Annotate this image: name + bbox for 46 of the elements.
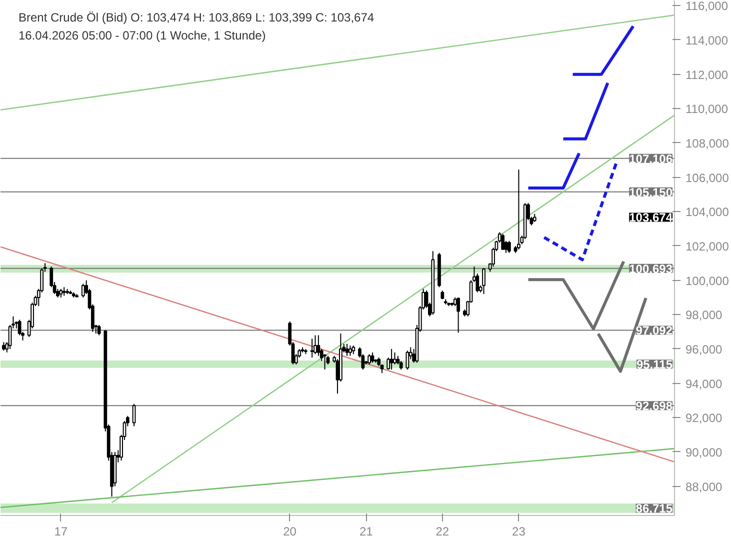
- band-label: 86,715: [636, 502, 673, 516]
- y-tick-label: 104,000: [686, 205, 730, 220]
- candlestick: [314, 334, 317, 355]
- x-tick-label: 21: [359, 524, 374, 538]
- y-tick-label: 90,000: [686, 445, 723, 460]
- y-tick-label: 106,000: [686, 170, 730, 185]
- candlestick: [345, 343, 349, 356]
- text: Brent Crude Öl (Bid) O: 103,474 H: 103,869 L: 103,399 C: 103,674: [18, 10, 374, 24]
- y-tick-label: 98,000: [686, 308, 723, 322]
- text: 16.04.2026 05:00 - 07:00 (1 Woche, 1 Stunde): [18, 28, 266, 42]
- y-tick-label: 100,000: [686, 274, 730, 288]
- x-tick-label: 20: [283, 524, 297, 538]
- ref-line-label: 105,150: [629, 185, 673, 200]
- y-tick-label: 110,000: [686, 102, 728, 116]
- candlestick: [323, 354, 326, 370]
- candlestick: [456, 296, 460, 334]
- band-label: 95,115: [636, 358, 673, 372]
- ref-line-label: 100,693: [629, 262, 673, 276]
- candlestick: [132, 403, 136, 427]
- x-tick-label: 17: [54, 524, 68, 538]
- candlestick: [368, 354, 371, 365]
- candlestick: [501, 233, 505, 250]
- candlestick: [406, 350, 410, 370]
- annotation: 103,674: [629, 210, 673, 225]
- ref-line-label: 92,698: [636, 399, 673, 414]
- y-tick-label: 116,000: [686, 0, 728, 14]
- candlestick: [517, 169, 520, 250]
- ref-line-label: 97,092: [636, 324, 673, 338]
- x-tick-label: 22: [436, 524, 450, 538]
- y-tick-label: 112,000: [686, 68, 728, 82]
- candlestick: [370, 352, 374, 364]
- y-tick-label: 108,000: [686, 136, 730, 150]
- y-tick-label: 88,000: [686, 480, 723, 494]
- x-tick-label: 23: [512, 524, 526, 538]
- y-tick-label: 92,000: [686, 411, 723, 426]
- candlestick: [97, 324, 101, 336]
- y-tick-label: 102,000: [686, 239, 730, 254]
- candlestick: [482, 268, 486, 295]
- candlestick: [507, 240, 511, 254]
- y-tick-label: 114,000: [686, 33, 728, 48]
- candlestick: [310, 338, 314, 358]
- ref-line-label: 107,106: [629, 152, 673, 166]
- candlestick: [348, 345, 352, 356]
- y-tick-label: 94,000: [686, 376, 723, 391]
- y-tick-label: 96,000: [686, 342, 723, 356]
- candlestick: [81, 283, 85, 298]
